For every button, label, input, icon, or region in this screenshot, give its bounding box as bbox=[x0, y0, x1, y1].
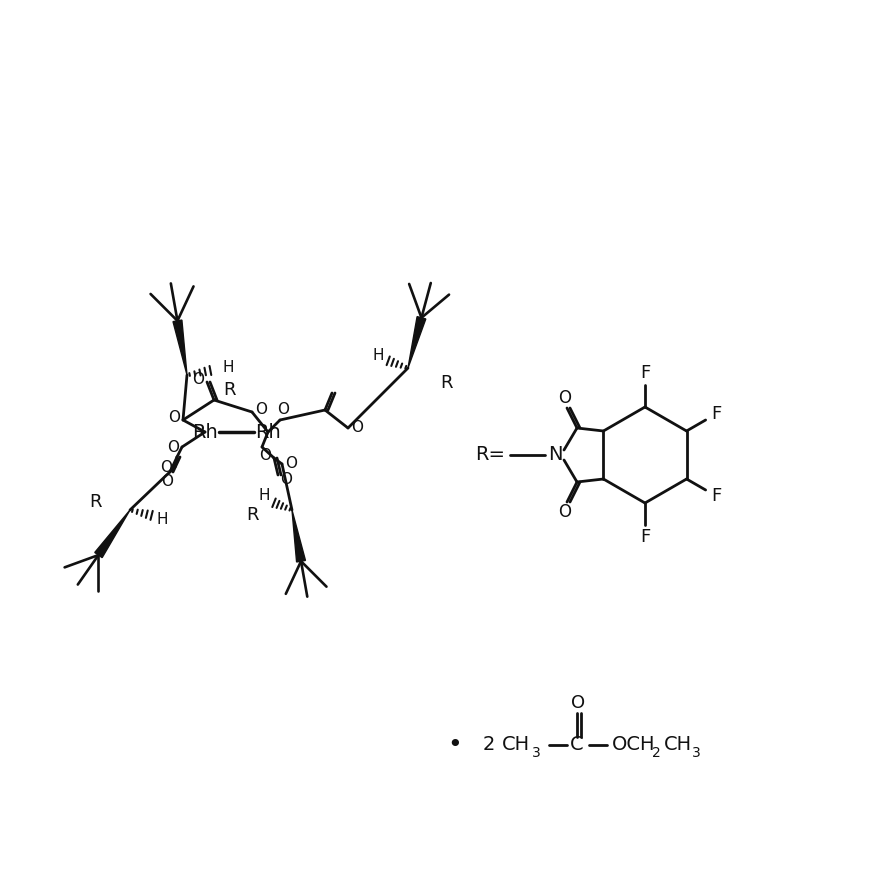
Text: C: C bbox=[570, 735, 584, 755]
Text: O: O bbox=[277, 402, 289, 417]
Text: Rh: Rh bbox=[255, 423, 281, 441]
Text: F: F bbox=[711, 405, 721, 423]
Text: 3: 3 bbox=[692, 746, 700, 760]
Text: O: O bbox=[259, 449, 271, 464]
Text: R: R bbox=[89, 493, 101, 511]
Text: H: H bbox=[222, 360, 233, 375]
Text: R: R bbox=[440, 374, 452, 392]
Text: O: O bbox=[167, 440, 179, 455]
Text: O: O bbox=[255, 402, 267, 417]
Text: 2: 2 bbox=[652, 746, 660, 760]
Polygon shape bbox=[292, 510, 305, 562]
Text: H: H bbox=[157, 513, 167, 528]
Text: 3: 3 bbox=[532, 746, 541, 760]
Text: F: F bbox=[711, 487, 721, 505]
Text: O: O bbox=[559, 503, 571, 521]
Text: O: O bbox=[168, 410, 180, 425]
Text: CH: CH bbox=[664, 735, 692, 755]
Text: O: O bbox=[161, 474, 173, 490]
Text: F: F bbox=[640, 528, 650, 546]
Text: H: H bbox=[372, 349, 384, 363]
Text: O: O bbox=[285, 457, 297, 472]
Text: Rh: Rh bbox=[192, 423, 218, 441]
Text: •: • bbox=[448, 733, 463, 757]
Text: F: F bbox=[640, 364, 650, 382]
Text: CH: CH bbox=[502, 735, 530, 755]
Polygon shape bbox=[94, 510, 130, 558]
Polygon shape bbox=[408, 317, 425, 368]
Text: H: H bbox=[258, 489, 270, 504]
Text: O: O bbox=[192, 373, 204, 387]
Text: 2: 2 bbox=[483, 735, 496, 755]
Text: O: O bbox=[160, 459, 172, 474]
Text: O: O bbox=[559, 389, 571, 407]
Text: O: O bbox=[571, 694, 586, 712]
Text: R: R bbox=[222, 381, 235, 399]
Text: O: O bbox=[351, 420, 363, 435]
Polygon shape bbox=[173, 320, 187, 375]
Text: OCH: OCH bbox=[612, 735, 656, 755]
Text: R=: R= bbox=[475, 446, 505, 465]
Text: N: N bbox=[547, 446, 562, 465]
Text: O: O bbox=[280, 473, 292, 488]
Text: R: R bbox=[246, 506, 258, 524]
